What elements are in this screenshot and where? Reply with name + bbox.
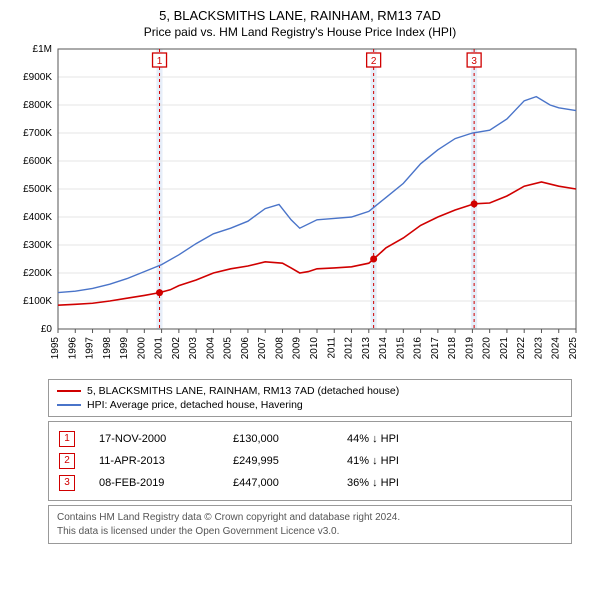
svg-text:2019: 2019 [464,337,475,360]
legend-label: 5, BLACKSMITHS LANE, RAINHAM, RM13 7AD (… [87,385,399,397]
svg-text:2008: 2008 [274,337,285,360]
svg-text:2016: 2016 [413,337,424,360]
chart-titles: 5, BLACKSMITHS LANE, RAINHAM, RM13 7AD P… [0,0,600,43]
svg-text:2010: 2010 [309,337,320,360]
svg-text:2000: 2000 [136,337,147,360]
svg-text:1999: 1999 [119,337,130,360]
sale-marker: 3 [59,475,75,491]
svg-text:2007: 2007 [257,337,268,360]
sale-price: £249,995 [233,455,323,467]
svg-text:2014: 2014 [378,337,389,360]
svg-text:2013: 2013 [361,337,372,360]
svg-text:2002: 2002 [171,337,182,360]
sale-marker: 2 [59,453,75,469]
title-main: 5, BLACKSMITHS LANE, RAINHAM, RM13 7AD [0,8,600,23]
svg-text:2022: 2022 [516,337,527,360]
sale-price: £447,000 [233,477,323,489]
legend: 5, BLACKSMITHS LANE, RAINHAM, RM13 7AD (… [48,379,572,417]
sale-row: 1 17-NOV-2000 £130,000 44% ↓ HPI [59,428,561,450]
chart-container: { "titles": { "main": "5, BLACKSMITHS LA… [0,0,600,544]
credits: Contains HM Land Registry data © Crown c… [48,505,572,544]
svg-text:£200K: £200K [23,268,52,279]
svg-text:£0: £0 [41,324,53,335]
title-sub: Price paid vs. HM Land Registry's House … [0,25,600,39]
svg-text:2011: 2011 [326,337,337,359]
svg-text:2005: 2005 [223,337,234,360]
sale-date: 08-FEB-2019 [99,477,209,489]
svg-text:2001: 2001 [154,337,165,360]
legend-row: HPI: Average price, detached house, Have… [57,398,563,412]
sale-marker: 1 [59,431,75,447]
svg-text:1998: 1998 [102,337,113,360]
svg-text:2020: 2020 [482,337,493,360]
svg-text:1995: 1995 [50,337,61,360]
legend-row: 5, BLACKSMITHS LANE, RAINHAM, RM13 7AD (… [57,384,563,398]
svg-text:2017: 2017 [430,337,441,360]
svg-text:2023: 2023 [533,337,544,360]
svg-text:1997: 1997 [85,337,96,360]
svg-text:£400K: £400K [23,212,52,223]
sale-row: 3 08-FEB-2019 £447,000 36% ↓ HPI [59,472,561,494]
sale-price: £130,000 [233,433,323,445]
svg-text:£100K: £100K [23,296,52,307]
svg-text:2003: 2003 [188,337,199,360]
svg-text:£600K: £600K [23,156,52,167]
svg-text:£900K: £900K [23,72,52,83]
svg-text:1: 1 [157,56,163,67]
credits-line1: Contains HM Land Registry data © Crown c… [57,511,563,525]
sales-table: 1 17-NOV-2000 £130,000 44% ↓ HPI 2 11-APR-201… [48,421,572,501]
svg-text:£500K: £500K [23,184,52,195]
svg-text:£300K: £300K [23,240,52,251]
svg-text:£1M: £1M [33,44,52,55]
legend-swatch [57,390,81,392]
svg-text:2: 2 [371,56,377,67]
svg-text:2015: 2015 [395,337,406,360]
line-chart-svg: £0 £100K £200K £300K £400K £500K £600K £700K £80… [10,43,590,373]
legend-swatch [57,404,81,406]
sale-diff: 44% ↓ HPI [347,433,437,445]
svg-text:2006: 2006 [240,337,251,360]
chart-area: £0 £100K £200K £300K £400K £500K £600K £700K £80… [10,43,590,373]
sale-diff: 36% ↓ HPI [347,477,437,489]
svg-text:2004: 2004 [205,337,216,360]
svg-text:£700K: £700K [23,128,52,139]
credits-line2: This data is licensed under the Open Gov… [57,525,563,539]
svg-text:2021: 2021 [499,337,510,360]
svg-text:2024: 2024 [551,337,562,360]
sale-date: 11-APR-2013 [99,455,209,467]
sale-row: 2 11-APR-2013 £249,995 41% ↓ HPI [59,450,561,472]
svg-text:2012: 2012 [344,337,355,360]
svg-text:1996: 1996 [67,337,78,360]
sale-date: 17-NOV-2000 [99,433,209,445]
svg-text:2009: 2009 [292,337,303,360]
svg-text:£800K: £800K [23,100,52,111]
sale-diff: 41% ↓ HPI [347,455,437,467]
legend-label: HPI: Average price, detached house, Have… [87,399,303,411]
svg-text:3: 3 [471,56,477,67]
svg-text:2018: 2018 [447,337,458,360]
svg-text:2025: 2025 [568,337,579,360]
